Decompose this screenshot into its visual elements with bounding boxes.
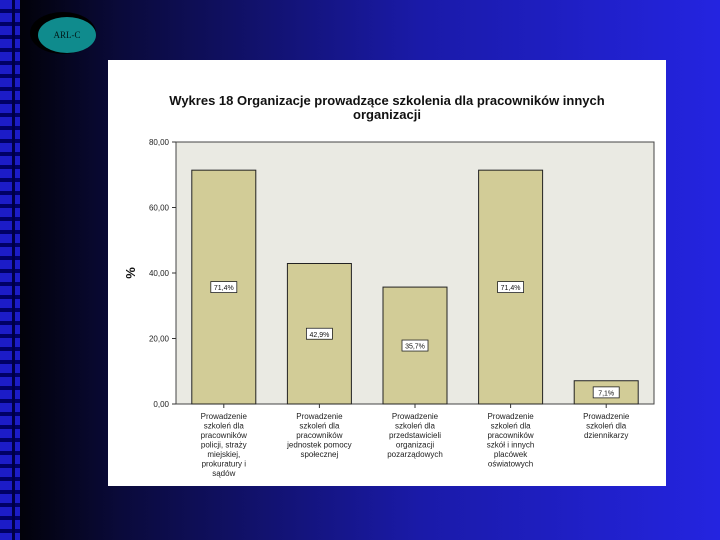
category-label: przedstawicieli	[389, 431, 441, 440]
category-label: placówek	[494, 450, 528, 459]
data-label-box	[401, 339, 429, 352]
chart-title-line-1: Wykres 18 Organizacje prowadzące szkolen…	[169, 93, 605, 108]
category-label: oświatowych	[488, 460, 533, 469]
category-label: jednostek pomocy	[286, 441, 351, 450]
category-label: Prowadzenie	[487, 412, 534, 421]
category-label: policji, straży	[201, 441, 247, 450]
category-label: pracowników	[487, 431, 533, 440]
data-label: 42,9%	[309, 332, 329, 339]
chart-panel: Wykres 18 Organizacje prowadzące szkolen…	[108, 60, 666, 486]
data-label: 7,1%	[598, 390, 614, 397]
category-label: pracowników	[201, 431, 247, 440]
logo-badge: ARL-C	[38, 17, 96, 53]
category-label: Prowadzenie	[583, 412, 630, 421]
bar-chart: 0,00 20,00 40,00 60,00 80,00% 71,4% Prowadzeni…	[123, 138, 655, 478]
data-label-box	[497, 281, 525, 293]
y-axis-label: %	[123, 267, 138, 279]
y-tick-label: 80,00	[149, 138, 170, 147]
category-label: dziennikarzy	[584, 431, 628, 440]
category-label: pozarządowych	[387, 450, 443, 459]
category-label: sądów	[212, 469, 235, 478]
category-label: prokuratury i	[202, 460, 247, 469]
category-label: szkoleń dla	[586, 422, 627, 431]
category-label: organizacji	[396, 441, 434, 450]
logo-text: ARL-C	[53, 30, 81, 40]
category-label: szkoleń dla	[299, 422, 340, 431]
data-label: 35,7%	[405, 344, 425, 351]
category-label: szkoleń dla	[204, 422, 245, 431]
chart-title-line-2: organizacji	[353, 107, 421, 122]
y-tick-label: 40,00	[149, 269, 170, 278]
chart-title: Wykres 18 Organizacje prowadzące szkolen…	[108, 94, 666, 122]
category-label: miejskiej,	[207, 450, 240, 459]
data-label-box	[210, 281, 238, 293]
y-tick-label: 0,00	[153, 400, 169, 409]
y-tick-label: 20,00	[149, 335, 170, 344]
data-label-box	[592, 386, 620, 399]
data-label: 71,4%	[214, 285, 234, 292]
data-label: 71,4%	[501, 285, 521, 292]
left-decorative-strip	[0, 0, 20, 540]
category-label: Prowadzenie	[392, 412, 439, 421]
category-label: szkoleń dla	[491, 422, 532, 431]
category-label: szkół i innych	[487, 441, 535, 450]
category-label: społecznej	[300, 450, 338, 459]
category-label: szkoleń dla	[395, 422, 436, 431]
data-label-box	[305, 327, 333, 340]
logo: ARL-C	[30, 12, 96, 54]
category-label: Prowadzenie	[296, 412, 343, 421]
category-label: pracowników	[296, 431, 342, 440]
category-label: Prowadzenie	[201, 412, 248, 421]
y-tick-label: 60,00	[149, 204, 170, 213]
